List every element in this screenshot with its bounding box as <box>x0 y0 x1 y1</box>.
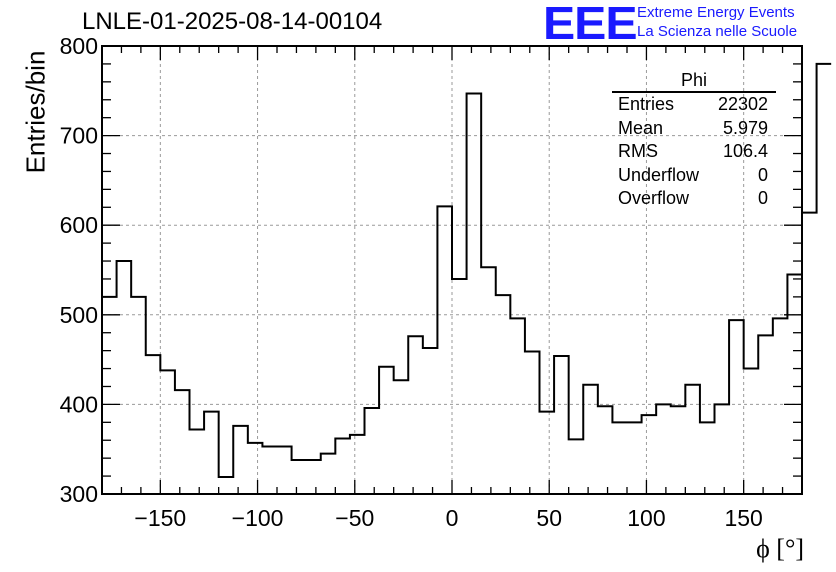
x-tick-label: −50 <box>335 505 374 531</box>
stats-label: Entries <box>618 94 675 114</box>
x-tick-label: 0 <box>446 505 459 531</box>
stats-row-entries: Entries 22302 <box>612 93 776 117</box>
y-tick-label: 700 <box>60 123 98 149</box>
eee-logo: EEE <box>543 0 638 49</box>
x-tick-label: 100 <box>627 505 665 531</box>
y-tick-label: 300 <box>60 481 98 507</box>
x-axis-label: ϕ [°] <box>756 534 804 563</box>
stats-label: RMS <box>618 141 658 161</box>
stats-row-overflow: Overflow 0 <box>612 187 776 211</box>
x-tick-label: 150 <box>724 505 762 531</box>
stats-title: Phi <box>612 70 776 93</box>
stats-row-mean: Mean 5.979 <box>612 117 776 141</box>
stats-row-underflow: Underflow 0 <box>612 164 776 188</box>
y-tick-label: 600 <box>60 212 98 238</box>
stats-label: Overflow <box>618 188 690 208</box>
logo-line-1: Extreme Energy Events <box>637 4 795 21</box>
y-tick-label: 800 <box>60 33 98 59</box>
y-tick-label: 400 <box>60 391 98 417</box>
stats-value: 22302 <box>717 94 768 114</box>
stats-value: 0 <box>757 188 768 208</box>
logo-caption: Extreme Energy Events La Scienza nelle S… <box>637 3 797 41</box>
stats-label: Mean <box>618 117 664 138</box>
x-tick-label: −100 <box>232 505 284 531</box>
plot-frame <box>101 45 803 495</box>
stats-value: 106.4 <box>722 141 768 161</box>
chart-title: LNLE-01-2025-08-14-00104 <box>82 8 383 35</box>
x-tick-label: −150 <box>134 505 186 531</box>
y-tick-label: 500 <box>60 302 98 328</box>
stats-value: 0 <box>757 164 768 185</box>
stats-label: Underflow <box>618 164 700 185</box>
stats-row-rms: RMS 106.4 <box>612 140 776 164</box>
logo-line-2: La Scienza nelle Scuole <box>637 23 798 40</box>
histogram-line <box>102 62 832 478</box>
y-axis-label: Entries/bin <box>20 50 51 174</box>
stats-box: Phi Entries 22302 Mean 5.979 RMS 106.4 U… <box>612 70 776 211</box>
x-tick-label: 50 <box>536 505 562 531</box>
stats-value: 5.979 <box>722 117 768 138</box>
